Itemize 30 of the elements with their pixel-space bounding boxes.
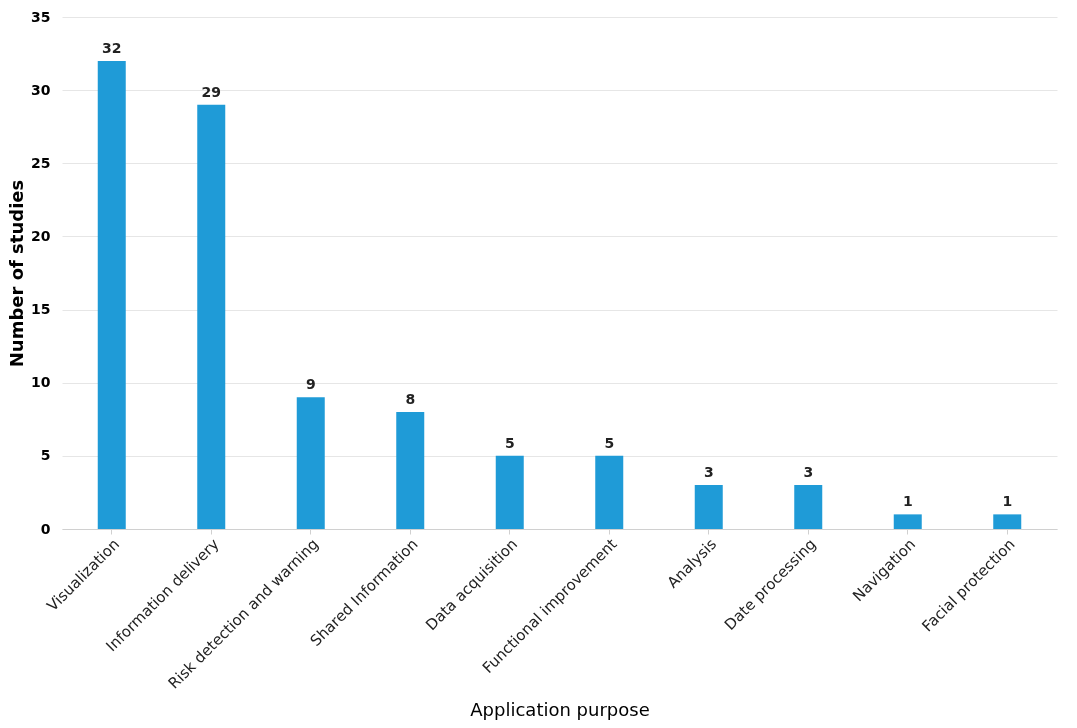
y-tick-label: 10 [31,374,51,391]
data-label: 5 [604,434,615,451]
y-axis-title: Number of studies [6,179,28,368]
bar [396,411,425,529]
data-label: 9 [305,376,316,393]
bar [595,455,624,529]
bar [197,104,226,529]
data-label: 5 [504,434,515,451]
y-tick-label: 5 [40,447,51,464]
bar [893,514,922,529]
y-tick-label: 20 [31,227,51,244]
bar [794,485,823,529]
bar [97,60,126,529]
data-label: 8 [405,390,416,407]
y-tick-label: 30 [31,81,51,98]
bar [694,485,723,529]
data-label: 32 [102,39,122,56]
bar [495,455,524,529]
x-axis-title: Application purpose [470,698,650,720]
data-label: 29 [201,83,221,100]
data-label: 3 [803,464,814,481]
y-tick-label: 25 [31,154,51,171]
y-tick-label: 15 [31,301,51,318]
bar [296,397,325,529]
y-tick-label: 35 [31,8,51,25]
y-tick-label: 0 [40,520,51,537]
data-label: 1 [1002,493,1013,510]
bar [993,514,1022,529]
data-label: 3 [703,464,714,481]
data-label: 1 [902,493,913,510]
